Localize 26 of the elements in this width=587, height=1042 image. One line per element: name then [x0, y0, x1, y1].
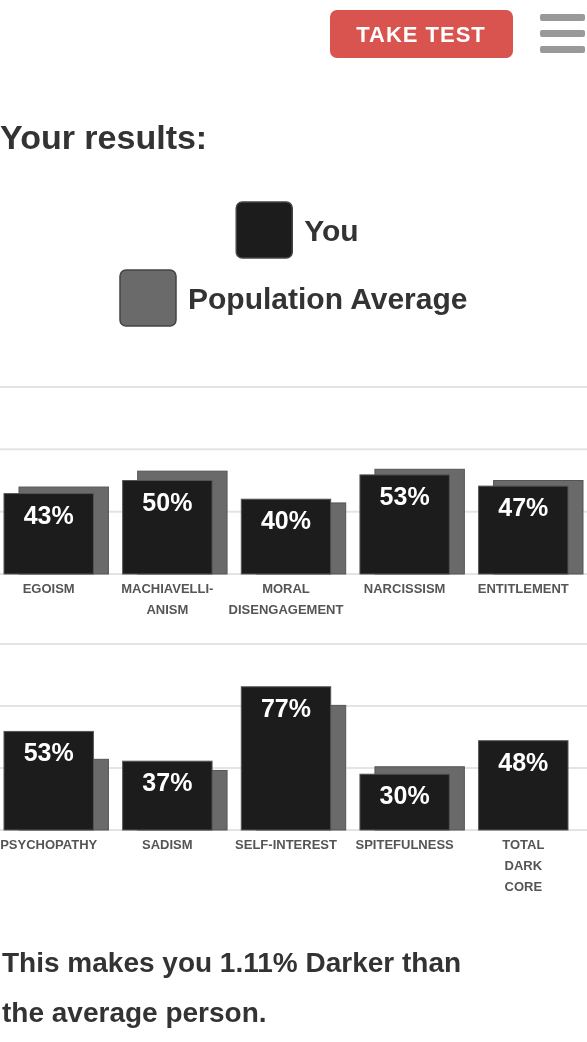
x-tick-label: SELF-INTEREST: [235, 837, 337, 852]
chart-title: Your results:: [0, 118, 208, 156]
data-label: 48%: [498, 747, 549, 776]
data-label: 50%: [142, 487, 193, 516]
data-label: 40%: [260, 506, 312, 535]
data-label: 47%: [498, 493, 549, 522]
data-label: 30%: [379, 781, 430, 810]
x-tick-label: EGOISM: [22, 581, 75, 596]
x-tick-label: ENTITLEMENT: [477, 581, 569, 596]
x-tick-label: TOTAL DARK CORE: [502, 837, 545, 894]
legend-label: Population Average: [188, 282, 468, 315]
x-tick-label: PSYCHOPATHY: [0, 837, 98, 852]
bar: [478, 740, 569, 831]
data-label: 53%: [23, 738, 74, 767]
x-tick-label: MACHIAVELLI- ANISM: [121, 581, 214, 617]
legend-label: You: [304, 214, 359, 247]
data-label: 37%: [142, 768, 193, 797]
x-tick-label: SPITEFULNESS: [355, 837, 455, 852]
take-test-button: TAKE TEST: [330, 10, 513, 58]
x-tick-label: SADISM: [142, 837, 193, 852]
text: This makes you 1.11% Darker than the average person.: [2, 947, 462, 1028]
x-tick-label: MORAL DISENGAGEMENT: [228, 581, 344, 617]
x-tick-label: NARCISSISM: [363, 581, 446, 596]
data-label: 77%: [260, 693, 312, 722]
data-label: 53%: [379, 481, 430, 510]
data-label: 43%: [23, 500, 74, 529]
